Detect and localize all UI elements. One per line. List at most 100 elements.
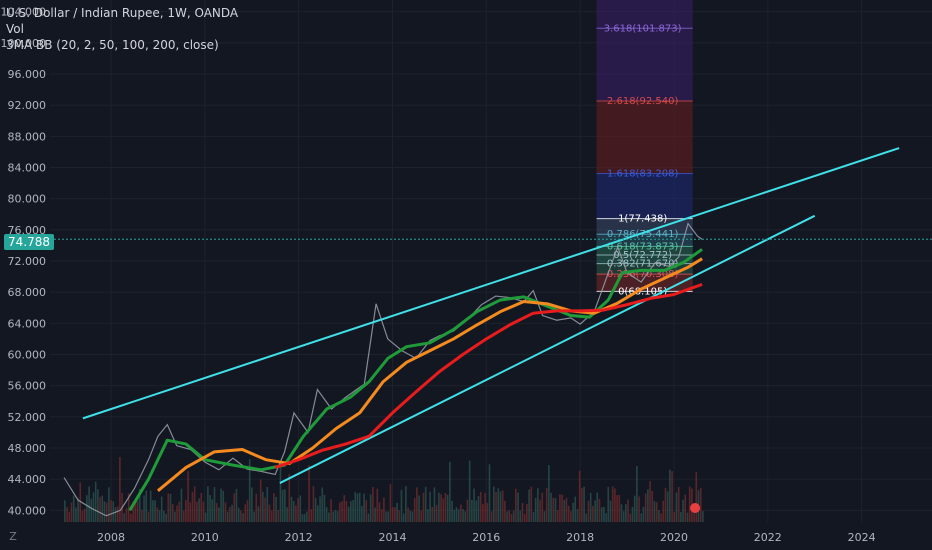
volume-bar (374, 507, 376, 522)
volume-bar (64, 500, 66, 522)
volume-bar (213, 487, 216, 522)
volume-bar (702, 511, 704, 522)
trendline[interactable] (82, 147, 900, 420)
volume-bar (552, 497, 555, 522)
volume-bar (328, 512, 330, 522)
volume-bar (158, 510, 161, 522)
fib-level-label: 0(68.105) (618, 286, 667, 297)
volume-bar (583, 486, 585, 522)
chart-logo-icon[interactable]: Z (9, 530, 17, 543)
fib-level-label: 0.5(72.772) (613, 250, 672, 261)
volume-bar (229, 506, 231, 522)
volume-bar (319, 496, 321, 522)
volume-bar (275, 496, 277, 522)
volume-bar (347, 506, 350, 522)
volume-bar (279, 462, 282, 522)
volume-bar (464, 511, 467, 522)
volume-bar (211, 499, 214, 522)
volume-bar (640, 513, 643, 522)
volume-bar (367, 513, 370, 522)
volume-bar (409, 510, 412, 522)
volume-bar (666, 491, 669, 522)
volume-bar (66, 507, 68, 522)
event-marker-icon[interactable] (690, 502, 701, 513)
volume-bar (92, 492, 95, 522)
volume-bar (218, 507, 220, 522)
volume-bar (642, 506, 645, 522)
volume-bar (75, 507, 77, 522)
volume-bar (343, 495, 346, 522)
volume-bar (680, 512, 682, 522)
fib-level-label: 1.618(83.208) (607, 169, 679, 180)
volume-bar (532, 512, 535, 522)
volume-bar (528, 489, 530, 522)
volume-bar (609, 500, 612, 522)
volume-bar (398, 510, 401, 522)
volume-bar (134, 501, 137, 522)
volume-bar (376, 488, 379, 522)
volume-bar (431, 507, 434, 522)
volume-bar (248, 459, 251, 522)
volume-bar (578, 470, 581, 522)
y-axis-tick-label: 52.000 (8, 411, 47, 424)
volume-bar (468, 460, 471, 522)
volume-bar (499, 491, 502, 522)
volume-bar (81, 510, 84, 522)
volume-bar (433, 487, 436, 522)
volume-bar (407, 507, 409, 522)
volume-bar (508, 510, 511, 522)
fib-zone (596, 234, 693, 247)
volume-bar (587, 500, 590, 522)
volume-bar (598, 498, 601, 522)
x-axis-tick-label: 2020 (660, 531, 688, 544)
volume-bar (268, 504, 271, 522)
volume-bar (325, 507, 328, 522)
volume-bar (202, 501, 205, 522)
volume-bar (416, 487, 418, 522)
volume-bar (614, 488, 616, 522)
volume-bar (350, 501, 352, 522)
volume-bar (317, 505, 319, 522)
volume-bar (224, 502, 227, 522)
volume-bar (446, 494, 449, 522)
volume-bar (699, 487, 702, 522)
volume-bar (519, 510, 522, 522)
volume-indicator-label[interactable]: Vol (6, 22, 24, 36)
volume-bar (550, 492, 552, 522)
volume-bar (123, 513, 126, 522)
symbol-title[interactable]: U.S. Dollar / Indian Rupee, 1W, OANDA (6, 6, 239, 20)
fib-zone (596, 218, 693, 235)
moving-average-line (128, 248, 703, 512)
volume-bar (594, 500, 596, 522)
volume-bar (658, 510, 660, 522)
fib-zone (596, 100, 693, 174)
volume-bar (255, 493, 258, 522)
volume-bar (112, 501, 115, 522)
volume-bar (378, 502, 381, 522)
volume-bar (233, 493, 236, 522)
trendline[interactable] (279, 214, 816, 484)
volume-bar (321, 487, 324, 522)
ma-bb-indicator-label[interactable]: 3MA BB (20, 2, 50, 100, 200, close) (6, 38, 219, 52)
volume-bar (684, 494, 687, 522)
y-axis-tick-label: 80.000 (8, 193, 47, 206)
volume-bar (68, 511, 71, 522)
volume-bar (292, 501, 295, 522)
x-axis-tick-label: 2012 (285, 531, 313, 544)
volume-bar (222, 490, 225, 522)
volume-bar (323, 494, 326, 522)
volume-bar (537, 488, 539, 522)
volume-bar (99, 497, 101, 522)
volume-bar (422, 492, 425, 522)
volume-bar (625, 504, 627, 522)
volume-bar (427, 509, 429, 522)
volume-bar (308, 465, 310, 522)
volume-bar (653, 501, 656, 522)
volume-bar (424, 486, 427, 522)
x-axis-tick-label: 2016 (472, 531, 500, 544)
volume-bar (400, 489, 403, 522)
volume-bar (209, 495, 211, 522)
volume-bar (530, 486, 533, 522)
volume-bar (475, 500, 478, 522)
